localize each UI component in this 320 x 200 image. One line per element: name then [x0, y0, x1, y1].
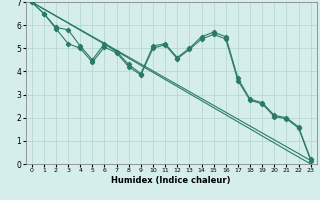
- X-axis label: Humidex (Indice chaleur): Humidex (Indice chaleur): [111, 176, 231, 185]
